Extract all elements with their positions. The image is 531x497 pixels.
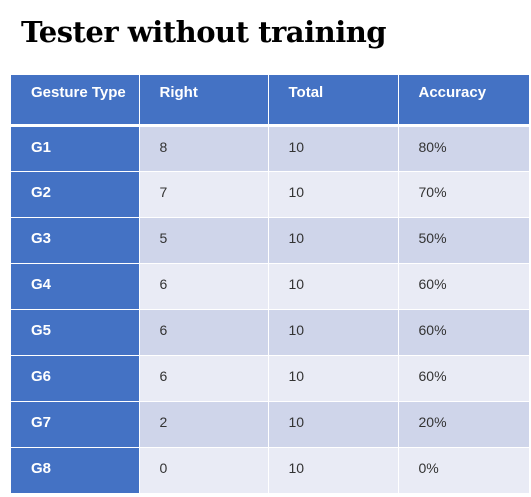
page-title: Tester without training — [21, 15, 387, 49]
gesture-type-cell: G1 — [11, 125, 140, 172]
column-header-right: Right — [139, 75, 269, 127]
table-row: G1 8 10 80% — [11, 125, 529, 172]
gesture-type-cell: G5 — [11, 309, 140, 356]
right-cell: 6 — [139, 309, 269, 356]
column-header-accuracy: Accuracy — [398, 75, 529, 127]
accuracy-cell: 70% — [398, 171, 529, 218]
total-cell: 10 — [268, 447, 399, 494]
table-row: G3 5 10 50% — [11, 217, 529, 264]
gesture-accuracy-table: Gesture Type Right Total Accuracy G1 8 1… — [11, 75, 529, 494]
total-cell: 10 — [268, 171, 399, 218]
total-cell: 10 — [268, 401, 399, 448]
total-cell: 10 — [268, 125, 399, 172]
table-header-row: Gesture Type Right Total Accuracy — [11, 75, 529, 127]
total-cell: 10 — [268, 263, 399, 310]
accuracy-cell: 60% — [398, 355, 529, 402]
table-row: G2 7 10 70% — [11, 171, 529, 218]
right-cell: 6 — [139, 355, 269, 402]
accuracy-cell: 0% — [398, 447, 529, 494]
column-header-gesture-type: Gesture Type — [11, 75, 140, 127]
gesture-type-cell: G4 — [11, 263, 140, 310]
right-cell: 2 — [139, 401, 269, 448]
total-cell: 10 — [268, 217, 399, 264]
table-row: G7 2 10 20% — [11, 401, 529, 448]
accuracy-cell: 50% — [398, 217, 529, 264]
total-cell: 10 — [268, 309, 399, 356]
gesture-type-cell: G6 — [11, 355, 140, 402]
table-row: G6 6 10 60% — [11, 355, 529, 402]
right-cell: 6 — [139, 263, 269, 310]
gesture-type-cell: G8 — [11, 447, 140, 494]
right-cell: 8 — [139, 125, 269, 172]
table-row: G4 6 10 60% — [11, 263, 529, 310]
gesture-type-cell: G2 — [11, 171, 140, 218]
accuracy-cell: 80% — [398, 125, 529, 172]
gesture-type-cell: G7 — [11, 401, 140, 448]
right-cell: 0 — [139, 447, 269, 494]
right-cell: 5 — [139, 217, 269, 264]
gesture-type-cell: G3 — [11, 217, 140, 264]
table-row: G5 6 10 60% — [11, 309, 529, 356]
table-row: G8 0 10 0% — [11, 447, 529, 494]
column-header-total: Total — [268, 75, 399, 127]
right-cell: 7 — [139, 171, 269, 218]
total-cell: 10 — [268, 355, 399, 402]
accuracy-cell: 20% — [398, 401, 529, 448]
accuracy-cell: 60% — [398, 309, 529, 356]
accuracy-cell: 60% — [398, 263, 529, 310]
